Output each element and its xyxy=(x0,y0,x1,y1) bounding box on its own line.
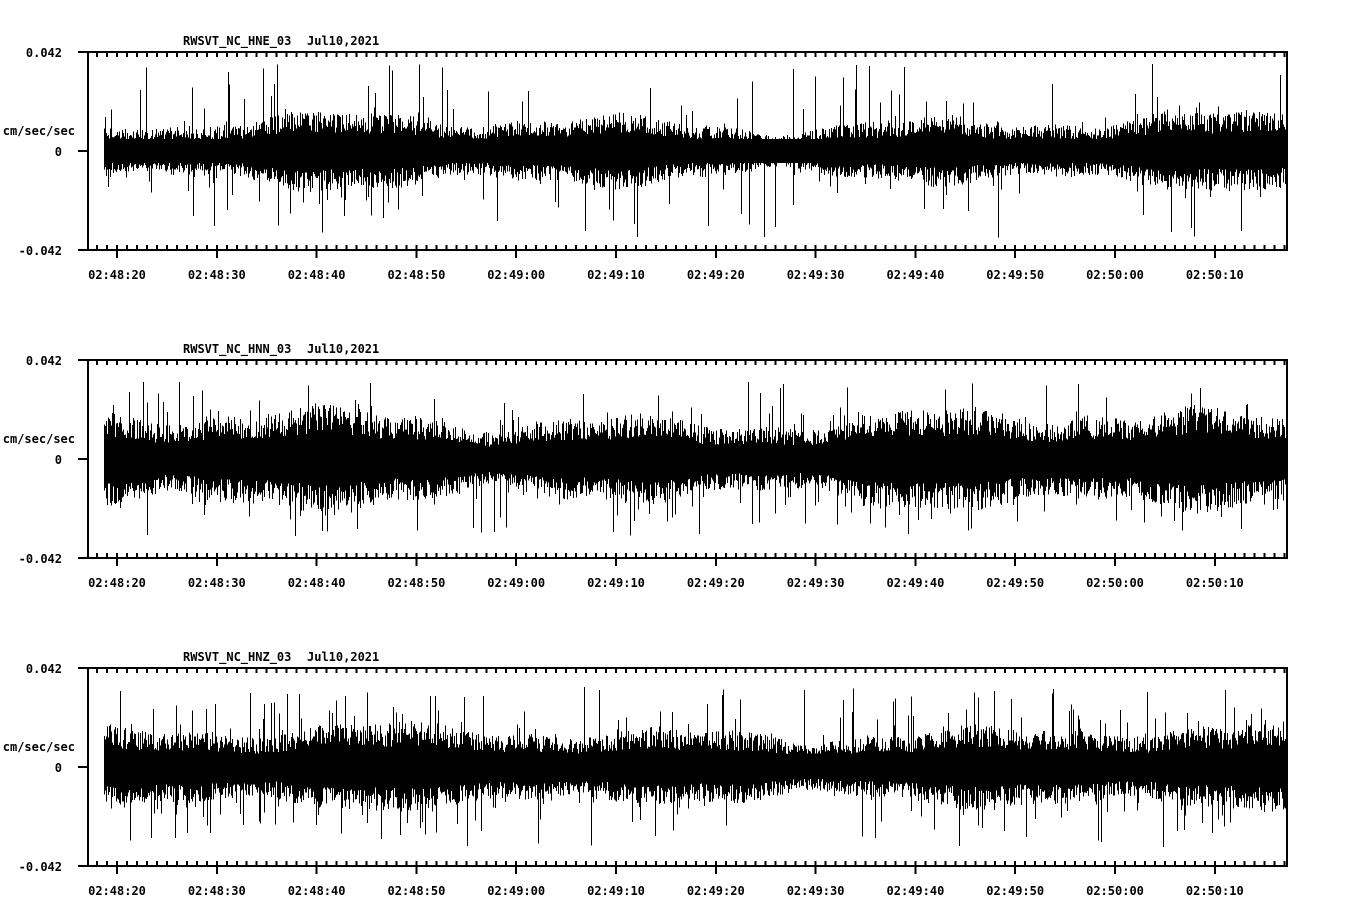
x-axis-tick-label: 02:48:20 xyxy=(88,884,146,898)
x-axis-tick-label: 02:49:00 xyxy=(487,268,545,282)
x-axis-tick-label: 02:50:10 xyxy=(1186,884,1244,898)
x-axis-tick-label: 02:50:10 xyxy=(1186,576,1244,590)
seismogram-chart-hnn: RWSVT_NC_HNN_03 Jul10,2021 0.042 cm/sec/… xyxy=(3,342,1288,590)
panel-title-date: Jul10,2021 xyxy=(307,34,379,48)
y-axis-zero-label: 0 xyxy=(55,145,62,159)
x-axis-tick-label: 02:49:40 xyxy=(887,576,945,590)
x-axis-tick-label: 02:48:30 xyxy=(188,576,246,590)
x-axis-tick-label: 02:50:10 xyxy=(1186,268,1244,282)
x-axis-tick-label: 02:49:00 xyxy=(487,884,545,898)
seismogram-panel-hnn: RWSVT_NC_HNN_03 Jul10,2021 0.042 cm/sec/… xyxy=(0,308,1358,616)
x-axis-tick-label: 02:49:30 xyxy=(787,576,845,590)
x-axis-tick-label: 02:49:50 xyxy=(986,576,1044,590)
x-axis-tick-label: 02:49:50 xyxy=(986,884,1044,898)
y-axis-units-label: cm/sec/sec xyxy=(3,432,75,446)
y-axis-zero-label: 0 xyxy=(55,453,62,467)
seismogram-chart-hne: RWSVT_NC_HNE_03 Jul10,2021 0.042 cm/sec/… xyxy=(3,34,1288,282)
x-axis-tick-labels: 02:48:20 02:48:30 02:48:40 02:48:50 02:49:00… xyxy=(88,576,1244,590)
x-axis-tick-label: 02:48:20 xyxy=(88,268,146,282)
seismogram-panel-hnz: RWSVT_NC_HNZ_03 Jul10,2021 0.042 cm/sec/… xyxy=(0,616,1358,924)
y-axis-units-label: cm/sec/sec xyxy=(3,124,75,138)
x-axis-tick-label: 02:49:00 xyxy=(487,576,545,590)
waveform-trace xyxy=(104,63,1287,238)
panel-title-station: RWSVT_NC_HNN_03 xyxy=(183,342,291,357)
panel-title-date: Jul10,2021 xyxy=(307,342,379,356)
x-axis-tick-label: 02:48:50 xyxy=(388,576,446,590)
y-axis-min-label: -0.042 xyxy=(19,244,62,258)
x-axis-tick-label: 02:48:30 xyxy=(188,884,246,898)
waveform-trace xyxy=(104,687,1287,847)
x-axis-tick-label: 02:49:10 xyxy=(587,884,645,898)
axis-lines-and-ticks xyxy=(78,359,1288,566)
x-axis-tick-label: 02:49:40 xyxy=(887,268,945,282)
panel-title-station: RWSVT_NC_HNE_03 xyxy=(183,34,291,49)
y-axis-min-label: -0.042 xyxy=(19,860,62,874)
x-axis-tick-labels: 02:48:20 02:48:30 02:48:40 02:48:50 02:49:00… xyxy=(88,268,1244,282)
x-axis-tick-label: 02:48:50 xyxy=(388,268,446,282)
axis-lines-and-ticks xyxy=(78,51,1288,258)
waveform-trace xyxy=(104,381,1287,537)
plot-frame xyxy=(78,359,1288,566)
x-axis-tick-label: 02:49:20 xyxy=(687,576,745,590)
plot-frame xyxy=(78,667,1288,874)
y-axis-min-label: -0.042 xyxy=(19,552,62,566)
x-axis-tick-labels: 02:48:20 02:48:30 02:48:40 02:48:50 02:49:00… xyxy=(88,884,1244,898)
x-axis-tick-label: 02:49:50 xyxy=(986,268,1044,282)
x-axis-tick-label: 02:50:00 xyxy=(1086,268,1144,282)
x-axis-tick-label: 02:49:30 xyxy=(787,884,845,898)
seismogram-chart-hnz: RWSVT_NC_HNZ_03 Jul10,2021 0.042 cm/sec/… xyxy=(3,650,1288,898)
y-axis-max-label: 0.042 xyxy=(26,662,62,676)
x-axis-tick-label: 02:49:20 xyxy=(687,884,745,898)
x-axis-tick-label: 02:50:00 xyxy=(1086,884,1144,898)
panel-title-date: Jul10,2021 xyxy=(307,650,379,664)
y-axis-max-label: 0.042 xyxy=(26,46,62,60)
seismogram-panel-hne: RWSVT_NC_HNE_03 Jul10,2021 0.042 cm/sec/… xyxy=(0,0,1358,308)
y-axis-zero-label: 0 xyxy=(55,761,62,775)
x-axis-tick-label: 02:48:30 xyxy=(188,268,246,282)
x-axis-tick-label: 02:49:10 xyxy=(587,268,645,282)
axis-lines-and-ticks xyxy=(78,667,1288,874)
y-axis-max-label: 0.042 xyxy=(26,354,62,368)
x-axis-tick-label: 02:48:20 xyxy=(88,576,146,590)
x-axis-tick-label: 02:49:40 xyxy=(887,884,945,898)
x-axis-tick-label: 02:49:10 xyxy=(587,576,645,590)
x-axis-tick-label: 02:49:30 xyxy=(787,268,845,282)
x-axis-tick-label: 02:48:40 xyxy=(288,576,346,590)
x-axis-tick-label: 02:49:20 xyxy=(687,268,745,282)
x-axis-tick-label: 02:50:00 xyxy=(1086,576,1144,590)
x-axis-tick-label: 02:48:40 xyxy=(288,884,346,898)
panel-title-station: RWSVT_NC_HNZ_03 xyxy=(183,650,291,665)
x-axis-tick-label: 02:48:40 xyxy=(288,268,346,282)
y-axis-units-label: cm/sec/sec xyxy=(3,740,75,754)
x-axis-tick-label: 02:48:50 xyxy=(388,884,446,898)
plot-frame xyxy=(78,51,1288,258)
